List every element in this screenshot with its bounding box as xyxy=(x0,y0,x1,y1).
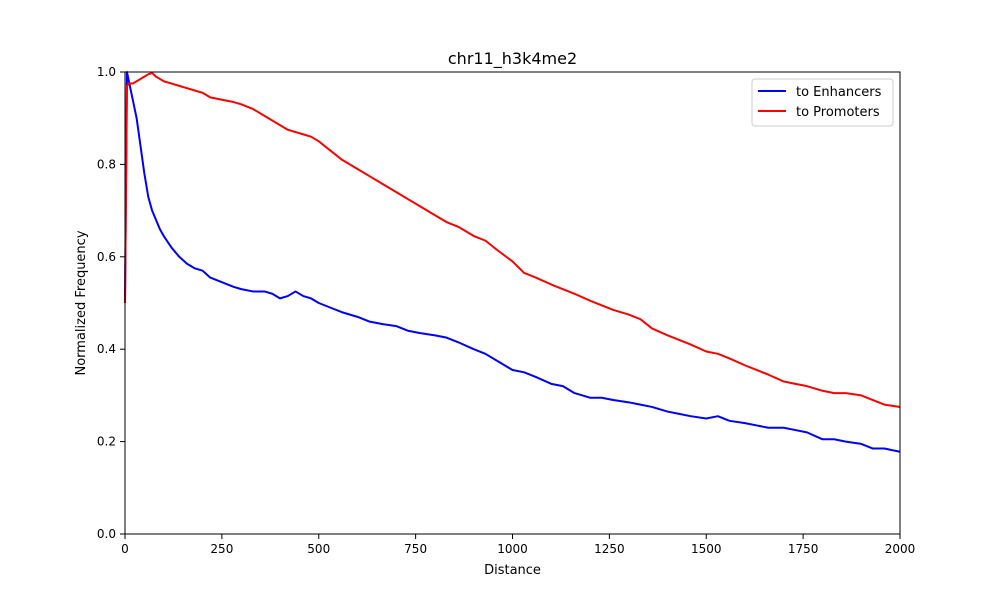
x-tick-label: 0 xyxy=(121,542,129,556)
legend-label-enhancers: to Enhancers xyxy=(796,85,882,100)
y-tick-label: 1.0 xyxy=(97,65,116,79)
series-group xyxy=(124,71,901,453)
x-axis-label: Distance xyxy=(484,563,541,578)
y-axis: 0.0 0.2 0.4 0.6 0.8 1.0 xyxy=(97,65,125,541)
x-tick-label: 250 xyxy=(210,542,233,556)
y-tick-label: 0.4 xyxy=(97,342,116,356)
x-tick-label: 1250 xyxy=(594,542,625,556)
x-tick-label: 750 xyxy=(404,542,427,556)
legend: to Enhancers to Promoters xyxy=(751,78,894,127)
x-tick-label: 1000 xyxy=(497,542,528,556)
x-tick-label: 2000 xyxy=(885,542,916,556)
legend-box xyxy=(751,78,894,127)
y-tick-label: 0.8 xyxy=(97,157,116,171)
x-tick-label: 1750 xyxy=(788,542,819,556)
series-line-enhancers xyxy=(124,71,901,453)
y-axis-label: Normalized Frequency xyxy=(74,230,89,375)
x-tick-label: 1500 xyxy=(691,542,722,556)
chart-title: chr11_h3k4me2 xyxy=(448,49,577,69)
x-axis: 0 250 500 750 1000 1250 1500 1750 2000 xyxy=(121,534,915,556)
x-tick-label: 500 xyxy=(307,542,330,556)
y-tick-label: 0.2 xyxy=(97,435,116,449)
legend-label-promoters: to Promoters xyxy=(796,105,880,120)
y-tick-label: 0.0 xyxy=(97,527,116,541)
series-line-promoters xyxy=(124,71,901,408)
y-tick-label: 0.6 xyxy=(97,250,116,264)
